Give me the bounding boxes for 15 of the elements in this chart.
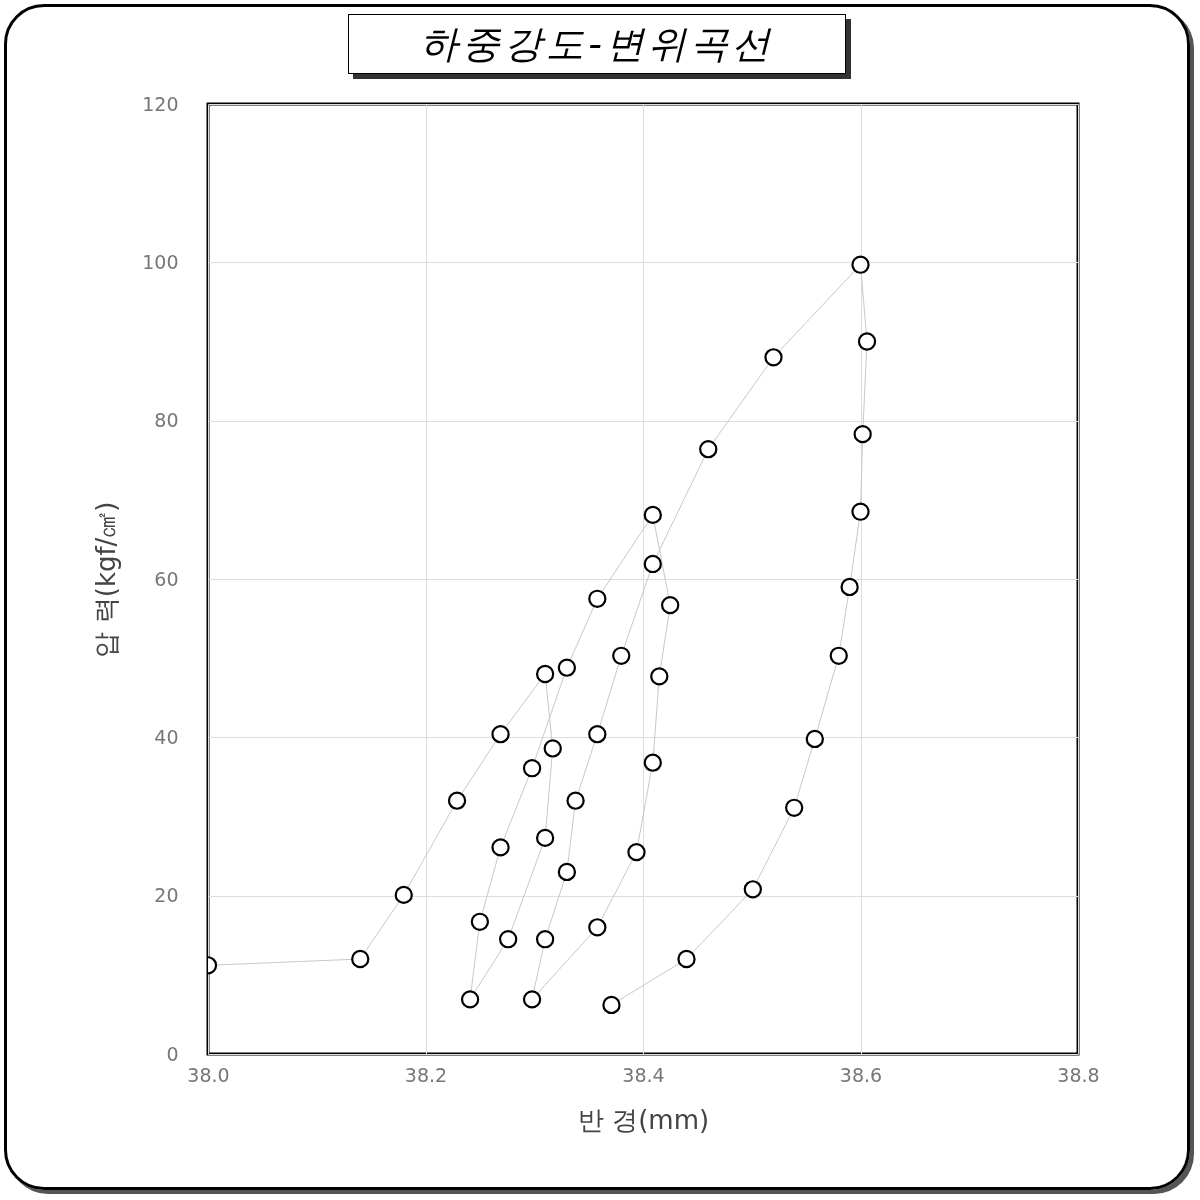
y-tick-label: 0 [166,1042,179,1065]
y-tick-label: 120 [142,92,179,115]
y-tick-label: 40 [154,725,179,748]
x-tick-label: 38.2 [404,1063,448,1086]
chart-title: 하중강도-변위곡선 [348,14,846,74]
x-tick-label: 38.6 [839,1063,883,1086]
y-tick-label: 80 [154,409,179,432]
y-tick-label: 60 [154,567,179,590]
x-tick-label: 38.0 [187,1063,230,1086]
x-tick-label: 38.8 [1057,1063,1100,1086]
y-axis-title: 압 력(kgf/㎠) [91,501,122,658]
y-tick-label: 100 [142,250,179,273]
y-tick-label: 20 [154,884,179,907]
x-tick-label: 38.4 [622,1063,665,1086]
x-axis-title: 반 경(mm) [577,1104,710,1135]
